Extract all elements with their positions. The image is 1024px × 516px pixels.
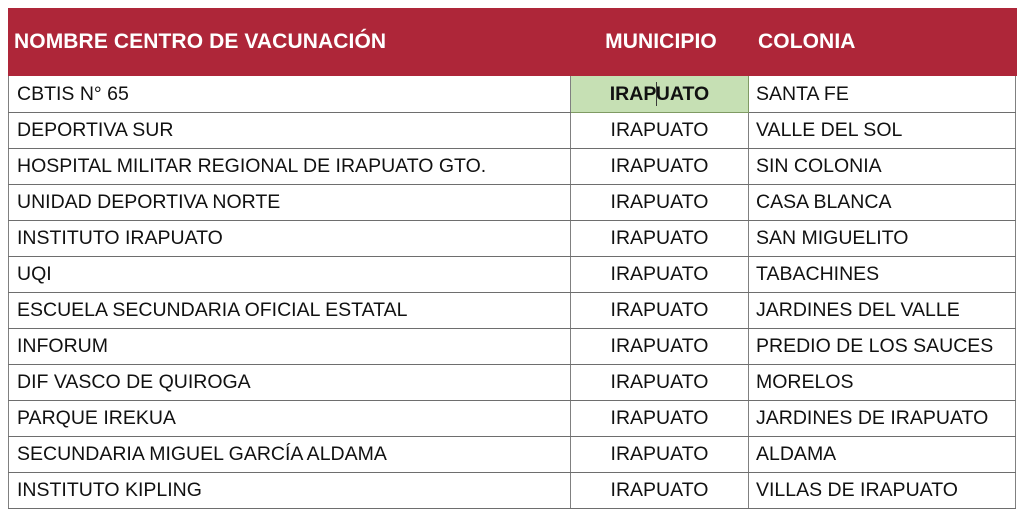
column-header-municipio[interactable]: MUNICIPIO [605, 30, 717, 53]
cell-colonia[interactable]: ALDAMA [748, 435, 1016, 473]
table-row[interactable]: SECUNDARIA MIGUEL GARCÍA ALDAMA IRAPUATO A… [8, 435, 1016, 473]
cell-colonia[interactable]: SAN MIGUELITO [748, 219, 1016, 257]
cell-municipio[interactable]: IRAPUATO [570, 435, 749, 473]
table-row[interactable]: UQI IRAPUATO TABACHINES [8, 255, 1016, 293]
cell-colonia[interactable]: TABACHINES [748, 255, 1016, 293]
cell-edit-text: IRAPUATO [610, 77, 709, 111]
cell-colonia[interactable]: VILLAS DE IRAPUATO [748, 471, 1016, 509]
cell-municipio[interactable]: IRAPUATO [570, 363, 749, 401]
cell-municipio[interactable]: IRAPUATO [570, 255, 749, 293]
cell-nombre[interactable]: ESCUELA SECUNDARIA OFICIAL ESTATAL [8, 291, 571, 329]
table-row[interactable]: DIF VASCO DE QUIROGA IRAPUATO MORELOS [8, 363, 1016, 401]
table-row[interactable]: INSTITUTO IRAPUATO IRAPUATO SAN MIGUELITO [8, 219, 1016, 257]
table-row[interactable]: DEPORTIVA SUR IRAPUATO VALLE DEL SOL [8, 111, 1016, 149]
text-before-caret: IRAP [609, 82, 657, 105]
cell-nombre[interactable]: HOSPITAL MILITAR REGIONAL DE IRAPUATO GT… [8, 147, 571, 185]
cell-nombre[interactable]: INSTITUTO KIPLING [8, 471, 571, 509]
table-row[interactable]: CBTIS N° 65 IRAPUATO SANTA FE [8, 76, 1016, 113]
cell-colonia[interactable]: SANTA FE [748, 76, 1016, 113]
column-header-nombre-centro-de-vacunacion[interactable]: NOMBRE CENTRO DE VACUNACIÓN [14, 30, 387, 53]
cell-nombre[interactable]: SECUNDARIA MIGUEL GARCÍA ALDAMA [8, 435, 571, 473]
table-row[interactable]: INSTITUTO KIPLING IRAPUATO VILLAS DE IRAPU… [8, 471, 1016, 509]
cell-nombre[interactable]: UNIDAD DEPORTIVA NORTE [8, 183, 571, 221]
cell-nombre[interactable]: PARQUE IREKUA [8, 399, 571, 437]
cell-colonia[interactable]: CASA BLANCA [748, 183, 1016, 221]
cell-nombre[interactable]: INFORUM [8, 327, 571, 365]
cell-municipio[interactable]: IRAPUATO [570, 183, 749, 221]
cell-colonia[interactable]: MORELOS [748, 363, 1016, 401]
cell-municipio[interactable]: IRAPUATO [570, 219, 749, 257]
cell-colonia[interactable]: JARDINES DE IRAPUATO [748, 399, 1016, 437]
cell-colonia[interactable]: SIN COLONIA [748, 147, 1016, 185]
cell-municipio[interactable]: IRAPUATO [570, 399, 749, 437]
cell-municipio-selected[interactable]: IRAPUATO [570, 76, 749, 113]
cell-municipio[interactable]: IRAPUATO [570, 327, 749, 365]
table-rows-container: CBTIS N° 65 IRAPUATO SANTA FE DEPORTIVA SUR… [8, 76, 1016, 509]
table-row[interactable]: INFORUM IRAPUATO PREDIO DE LOS SAUCES [8, 327, 1016, 365]
cell-colonia[interactable]: VALLE DEL SOL [748, 111, 1016, 149]
cell-municipio[interactable]: IRAPUATO [570, 111, 749, 149]
cell-nombre[interactable]: DIF VASCO DE QUIROGA [8, 363, 571, 401]
cell-colonia[interactable]: PREDIO DE LOS SAUCES [748, 327, 1016, 365]
table-row[interactable]: HOSPITAL MILITAR REGIONAL DE IRAPUATO GT… [8, 147, 1016, 185]
cell-nombre[interactable]: CBTIS N° 65 [8, 76, 571, 113]
table-header-row: NOMBRE CENTRO DE VACUNACIÓN MUNICIPIO CO… [8, 8, 1017, 76]
cell-nombre[interactable]: DEPORTIVA SUR [8, 111, 571, 149]
table-body: CBTIS N° 65 IRAPUATO SANTA FE DEPORTIVA SUR… [8, 76, 1016, 509]
text-after-caret: UATO [655, 82, 710, 105]
cell-municipio[interactable]: IRAPUATO [570, 471, 749, 509]
text-caret [655, 81, 657, 106]
table-row[interactable]: UNIDAD DEPORTIVA NORTE IRAPUATO CASA BLANC… [8, 183, 1016, 221]
cell-nombre[interactable]: INSTITUTO IRAPUATO [8, 219, 571, 257]
cell-municipio[interactable]: IRAPUATO [570, 147, 749, 185]
table-row[interactable]: PARQUE IREKUA IRAPUATO JARDINES DE IRAPUAT… [8, 399, 1016, 437]
column-header-colonia[interactable]: COLONIA [758, 30, 856, 53]
cell-municipio[interactable]: IRAPUATO [570, 291, 749, 329]
cell-colonia[interactable]: JARDINES DEL VALLE [748, 291, 1016, 329]
cell-nombre[interactable]: UQI [8, 255, 571, 293]
table-row[interactable]: ESCUELA SECUNDARIA OFICIAL ESTATAL IRAPUA… [8, 291, 1016, 329]
